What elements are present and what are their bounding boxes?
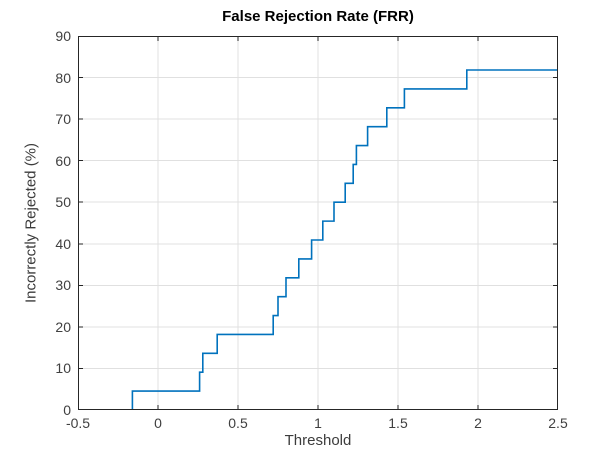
y-tick-label: 60 — [55, 152, 71, 169]
frr-series-line — [78, 69, 558, 410]
x-tick-label: 0.5 — [228, 415, 248, 431]
y-tick-label: 40 — [55, 235, 71, 252]
y-tick-label: 0 — [63, 402, 71, 418]
frr-step-chart — [78, 36, 558, 410]
x-axis-label: Threshold — [284, 432, 352, 449]
y-tick-label: 30 — [55, 277, 71, 294]
y-tick-label: 90 — [55, 28, 71, 44]
x-tick-label: -0.5 — [65, 415, 91, 431]
x-tick-label: 2.5 — [548, 415, 568, 431]
y-tick-label: 70 — [55, 111, 71, 128]
x-tick-label: 1 — [314, 415, 322, 431]
y-tick-label: 10 — [55, 360, 71, 377]
y-tick-label: 50 — [55, 194, 71, 211]
y-tick-label: 80 — [55, 69, 71, 86]
x-tick-label: 0 — [154, 415, 162, 431]
x-tick-label: 2 — [474, 415, 482, 431]
x-tick-label: 1.5 — [388, 415, 408, 431]
plot-area — [78, 36, 558, 410]
y-tick-label: 20 — [55, 318, 71, 335]
chart-title: False Rejection Rate (FRR) — [222, 8, 414, 25]
axes-box — [78, 36, 558, 410]
